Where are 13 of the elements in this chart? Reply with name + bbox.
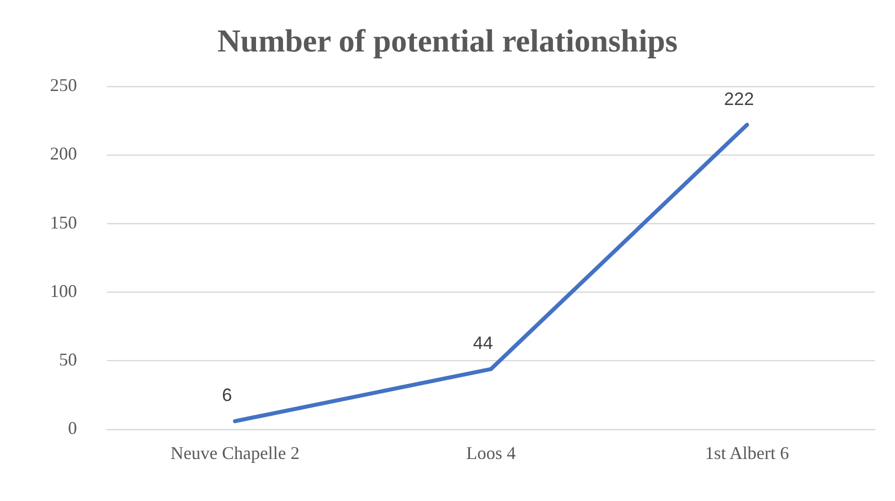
y-tick-label: 0 <box>68 418 77 438</box>
x-tick-label: Loos 4 <box>466 442 516 463</box>
data-label: 44 <box>472 333 494 353</box>
y-tick-label: 100 <box>50 280 77 301</box>
y-tick-label: 50 <box>59 350 77 370</box>
y-tick-label: 250 <box>50 75 77 96</box>
x-tick-label: Neuve Chapelle 2 <box>170 442 300 463</box>
data-label: 222 <box>724 88 754 109</box>
chart-title: Number of potential relationships <box>217 22 678 58</box>
y-tick-label: 200 <box>50 144 77 164</box>
data-label: 6 <box>222 385 232 406</box>
x-tick-label: 1st Albert 6 <box>705 442 789 463</box>
y-tick-label: 150 <box>50 212 77 232</box>
